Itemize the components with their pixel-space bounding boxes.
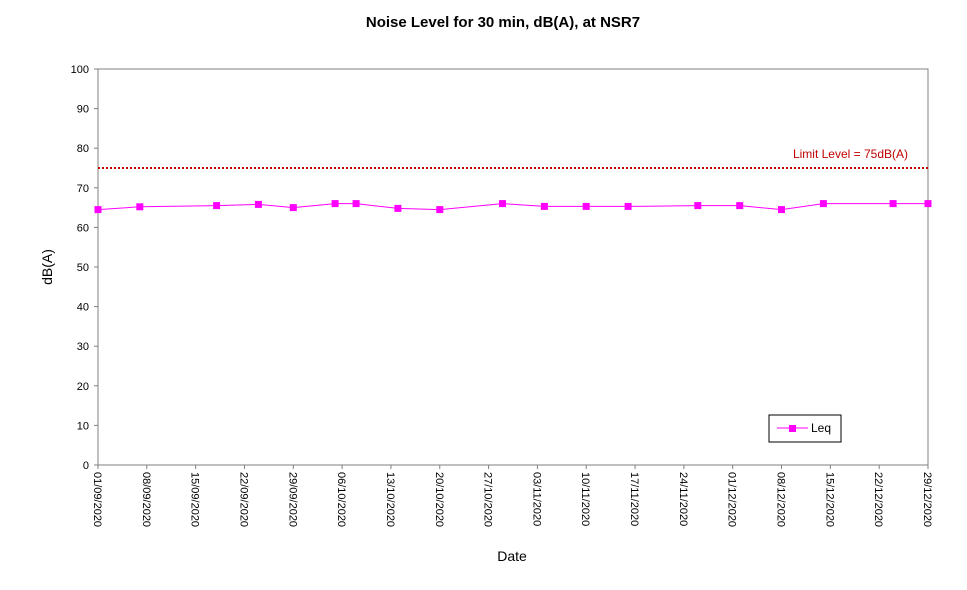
data-point <box>778 206 785 214</box>
x-tick-label: 06/10/2020 <box>335 472 347 527</box>
data-point <box>352 200 360 208</box>
y-tick-label: 80 <box>77 143 89 155</box>
x-tick-label: 15/12/2020 <box>823 472 835 527</box>
y-tick-label: 20 <box>77 381 89 393</box>
x-tick-label: 20/10/2020 <box>433 472 445 527</box>
y-tick-label: 40 <box>77 302 89 314</box>
data-point <box>289 204 297 212</box>
y-tick-label: 30 <box>77 341 89 353</box>
x-tick-label: 01/09/2020 <box>91 472 103 527</box>
y-tick-label: 90 <box>77 104 89 116</box>
x-tick-label: 13/10/2020 <box>384 472 396 527</box>
legend: Leq <box>768 414 842 443</box>
data-point <box>436 206 444 214</box>
data-point <box>213 202 221 210</box>
data-point <box>94 206 102 214</box>
x-tick-label: 10/11/2020 <box>579 472 591 526</box>
x-tick-label: 27/10/2020 <box>482 472 494 527</box>
x-axis-label: Date <box>497 548 527 564</box>
y-axis: 0 10 20 30 40 50 60 70 80 90 100 <box>71 64 98 472</box>
y-tick-label: 0 <box>83 460 89 472</box>
x-axis: 01/09/2020 08/09/2020 15/09/2020 22/09/2020… <box>91 465 933 527</box>
legend-marker <box>789 425 796 432</box>
x-tick-label: 22/09/2020 <box>237 472 249 527</box>
x-tick-label: 08/09/2020 <box>140 472 152 527</box>
x-tick-label: 15/09/2020 <box>189 472 201 527</box>
data-point <box>540 202 548 210</box>
series-layer <box>94 200 932 214</box>
y-tick-label: 50 <box>77 262 89 274</box>
legend-label-leq: Leq <box>811 421 831 435</box>
data-point <box>694 202 702 210</box>
data-point <box>499 200 506 208</box>
data-point <box>819 200 827 208</box>
data-point <box>254 200 262 208</box>
x-tick-label: 24/11/2020 <box>677 472 689 526</box>
data-point <box>136 203 144 211</box>
y-tick-label: 100 <box>71 64 89 76</box>
data-point <box>394 204 402 212</box>
y-tick-label: 10 <box>77 420 89 432</box>
data-point <box>889 200 897 208</box>
x-tick-label: 29/09/2020 <box>286 472 298 527</box>
data-point <box>736 202 744 210</box>
data-point <box>624 202 632 210</box>
x-tick-label: 17/11/2020 <box>628 472 640 526</box>
data-point <box>331 200 339 208</box>
data-point <box>582 202 590 210</box>
x-tick-label: 22/12/2020 <box>872 472 884 527</box>
y-tick-label: 70 <box>77 183 89 195</box>
plot-area <box>97 68 929 466</box>
x-tick-label: 03/11/2020 <box>530 472 542 526</box>
data-point <box>924 200 932 208</box>
x-tick-label: 01/12/2020 <box>726 472 738 527</box>
y-axis-label: dB(A) <box>39 249 55 285</box>
y-tick-label: 60 <box>77 222 89 234</box>
limit-label: Limit Level = 75dB(A) <box>793 147 908 161</box>
x-tick-label: 29/12/2020 <box>921 472 933 527</box>
x-tick-label: 08/12/2020 <box>775 472 787 527</box>
chart-title: Noise Level for 30 min, dB(A), at NSR7 <box>366 14 640 31</box>
